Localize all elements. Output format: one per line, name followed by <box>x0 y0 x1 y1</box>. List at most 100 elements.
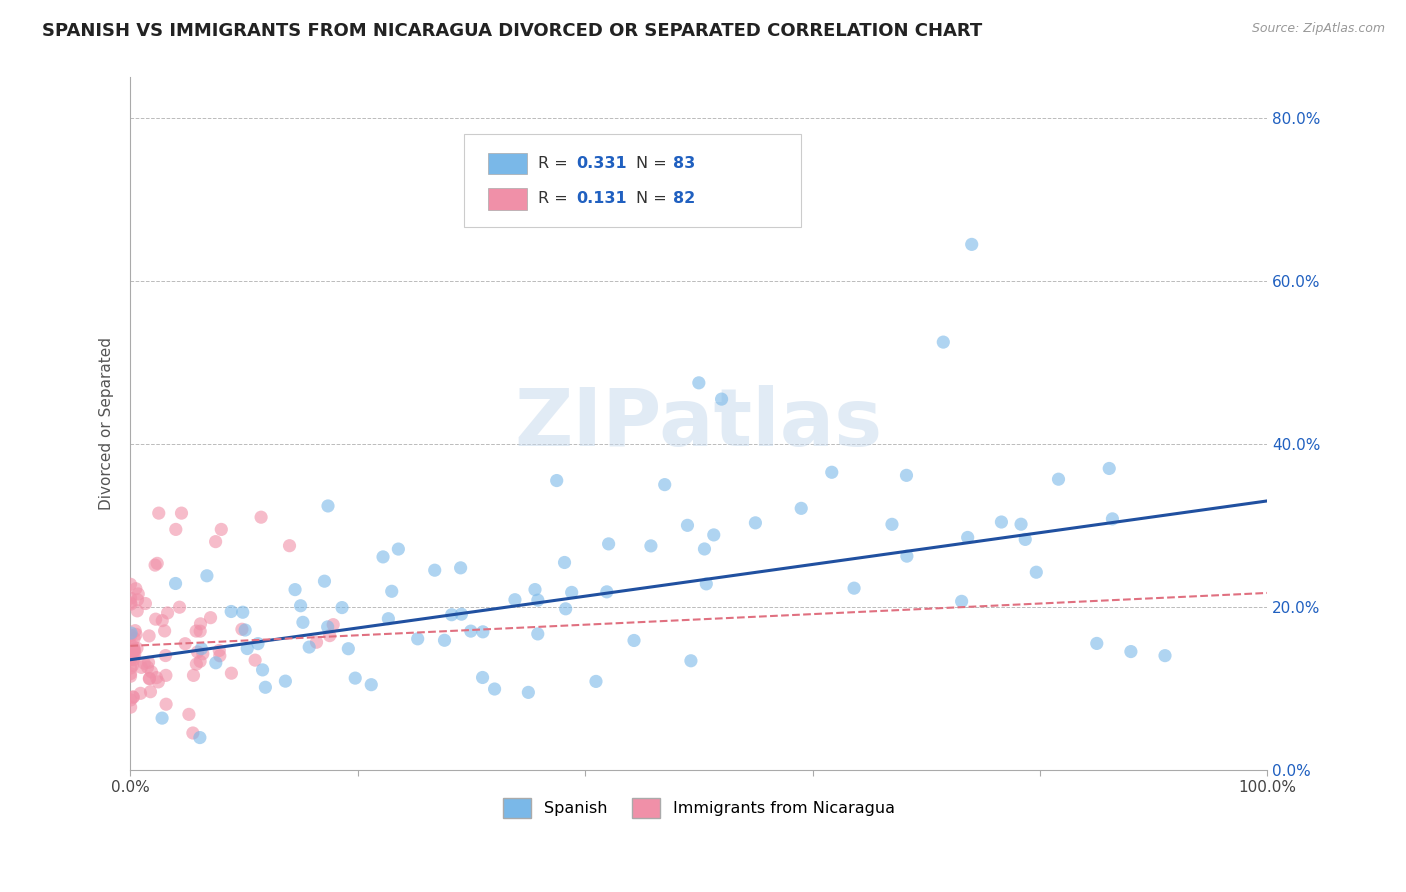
Point <box>252 663 274 677</box>
Point <box>703 528 725 542</box>
Point <box>155 697 177 711</box>
Point <box>195 568 218 582</box>
Point <box>188 624 211 639</box>
Point <box>127 592 149 607</box>
Point <box>120 628 142 642</box>
Point <box>517 685 540 699</box>
Point <box>124 642 146 657</box>
Point <box>1047 472 1070 486</box>
Point <box>138 671 160 685</box>
Point <box>232 605 254 619</box>
Point <box>377 612 399 626</box>
Point <box>679 654 702 668</box>
Point <box>546 474 568 488</box>
Point <box>1010 517 1032 532</box>
Point <box>127 604 149 618</box>
Point <box>148 674 170 689</box>
Point <box>181 726 204 740</box>
Point <box>186 624 208 638</box>
Point <box>344 671 367 685</box>
Point <box>330 600 353 615</box>
Point <box>880 517 903 532</box>
Point <box>423 563 446 577</box>
Point <box>124 624 146 638</box>
Point <box>129 686 152 700</box>
Point <box>188 731 211 745</box>
Point <box>122 650 145 665</box>
Text: 0.331: 0.331 <box>576 156 627 170</box>
Point <box>122 640 145 654</box>
Point <box>406 632 429 646</box>
Point <box>186 645 208 659</box>
Point <box>693 541 716 556</box>
Point <box>221 666 243 681</box>
Point <box>1025 566 1047 580</box>
Point <box>433 633 456 648</box>
Point <box>322 617 344 632</box>
Point <box>190 641 212 656</box>
Point <box>177 707 200 722</box>
Point <box>561 585 583 599</box>
Point <box>120 597 142 611</box>
Point <box>122 690 145 704</box>
Point <box>318 629 340 643</box>
Point <box>138 672 160 686</box>
Point <box>209 523 232 537</box>
Point <box>790 501 813 516</box>
Point <box>122 642 145 657</box>
Point <box>654 477 676 491</box>
Point <box>120 626 142 640</box>
Point <box>440 607 463 622</box>
Point <box>896 549 918 563</box>
Point <box>120 700 142 714</box>
Point <box>120 666 142 681</box>
Point <box>170 506 193 520</box>
Point <box>190 616 212 631</box>
Point <box>191 647 214 661</box>
Point <box>120 577 142 591</box>
Point <box>450 561 472 575</box>
Point <box>484 681 506 696</box>
Point <box>120 596 142 610</box>
Point <box>120 638 142 652</box>
Point <box>208 648 231 663</box>
Point <box>125 641 148 656</box>
Point <box>148 506 170 520</box>
Point <box>290 599 312 613</box>
Point <box>298 640 321 654</box>
Point <box>136 660 159 674</box>
Text: 0.131: 0.131 <box>576 192 627 206</box>
Point <box>821 465 844 479</box>
Point <box>371 549 394 564</box>
Point <box>120 648 142 662</box>
Point <box>1119 644 1142 658</box>
Point <box>1101 512 1123 526</box>
Point <box>387 542 409 557</box>
Point <box>503 592 526 607</box>
Point <box>596 585 619 599</box>
Point <box>585 674 607 689</box>
Point <box>932 335 955 350</box>
Point <box>155 648 177 663</box>
Point <box>124 647 146 661</box>
Point <box>623 633 645 648</box>
Point <box>254 680 277 694</box>
Point <box>360 678 382 692</box>
Point <box>471 624 494 639</box>
Point <box>676 518 699 533</box>
Point <box>688 376 710 390</box>
Point <box>205 656 228 670</box>
Point <box>183 668 205 682</box>
Point <box>141 665 163 679</box>
Point <box>134 657 156 671</box>
Point <box>121 658 143 673</box>
Point <box>120 653 142 667</box>
Point <box>950 594 973 608</box>
Point <box>204 534 226 549</box>
Point <box>695 577 717 591</box>
Point <box>122 632 145 646</box>
Point <box>554 556 576 570</box>
Point <box>960 237 983 252</box>
Point <box>155 668 177 682</box>
Point <box>1085 636 1108 650</box>
